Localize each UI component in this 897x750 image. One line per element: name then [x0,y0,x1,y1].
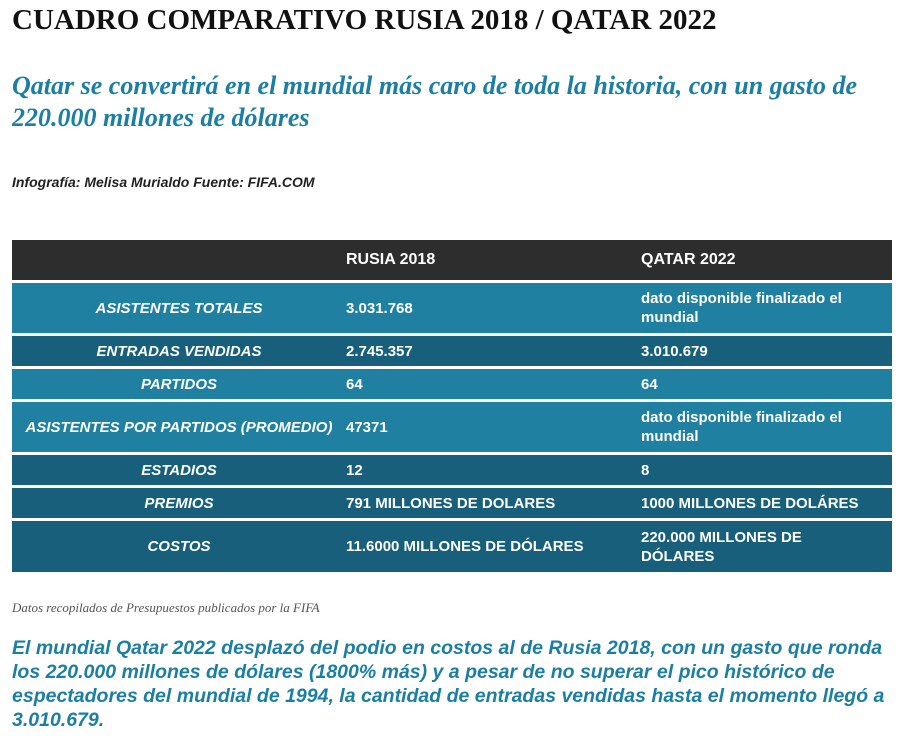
subtitle: Qatar se convertirá en el mundial más ca… [12,71,858,132]
qatar-value: 220.000 MILLONES DE DÓLARES [641,521,892,572]
rusia-value: 11.6000 MILLONES DE DÓLARES [346,521,641,572]
table-row: ASISTENTES TOTALES 3.031.768 dato disponib… [12,283,892,333]
qatar-value: dato disponible finalizado el mundial [641,283,892,333]
table-row: COSTOS 11.6000 MILLONES DE DÓLARES 220.000… [12,521,892,572]
qatar-value: 64 [641,369,892,399]
row-label: ASISTENTES TOTALES [12,283,346,333]
rusia-value: 12 [346,455,641,485]
row-label: PREMIOS [12,488,346,518]
header-rusia: RUSIA 2018 [346,240,641,280]
table-row: PREMIOS 791 MILLONES DE DOLARES 1000 MILLO… [12,488,892,518]
rusia-value: 47371 [346,402,641,452]
rusia-value: 2.745.357 [346,336,641,366]
row-label: ENTRADAS VENDIDAS [12,336,346,366]
qatar-value: 8 [641,455,892,485]
table-row: ASISTENTES POR PARTIDOS (PROMEDIO) 47371 d… [12,402,892,452]
row-label: PARTIDOS [12,369,346,399]
table-header-row: RUSIA 2018 QATAR 2022 [12,240,892,280]
header-qatar: QATAR 2022 [641,240,892,280]
qatar-value: 3.010.679 [641,336,892,366]
rusia-value: 791 MILLONES DE DOLARES [346,488,641,518]
row-label: ESTADIOS [12,455,346,485]
source-note: Datos recopilados de Presupuestos public… [12,600,320,615]
qatar-value: dato disponible finalizado el mundial [641,402,892,452]
rusia-value: 3.031.768 [346,283,641,333]
row-label: ASISTENTES POR PARTIDOS (PROMEDIO) [12,402,346,452]
credit: Infografía: Melisa Murialdo Fuente: FIFA… [12,174,315,190]
body-paragraph: El mundial Qatar 2022 desplazó del podio… [12,637,885,731]
rusia-value: 64 [346,369,641,399]
page-title: CUADRO COMPARATIVO RUSIA 2018 / QATAR 20… [12,4,717,36]
table-row: ENTRADAS VENDIDAS 2.745.357 3.010.679 [12,336,892,366]
comparison-table: RUSIA 2018 QATAR 2022 ASISTENTES TOTALES… [12,237,892,575]
qatar-value: 1000 MILLONES DE DOLÁRES [641,488,892,518]
row-label: COSTOS [12,521,346,572]
table-row: ESTADIOS 12 8 [12,455,892,485]
header-empty [12,240,346,280]
table-row: PARTIDOS 64 64 [12,369,892,399]
